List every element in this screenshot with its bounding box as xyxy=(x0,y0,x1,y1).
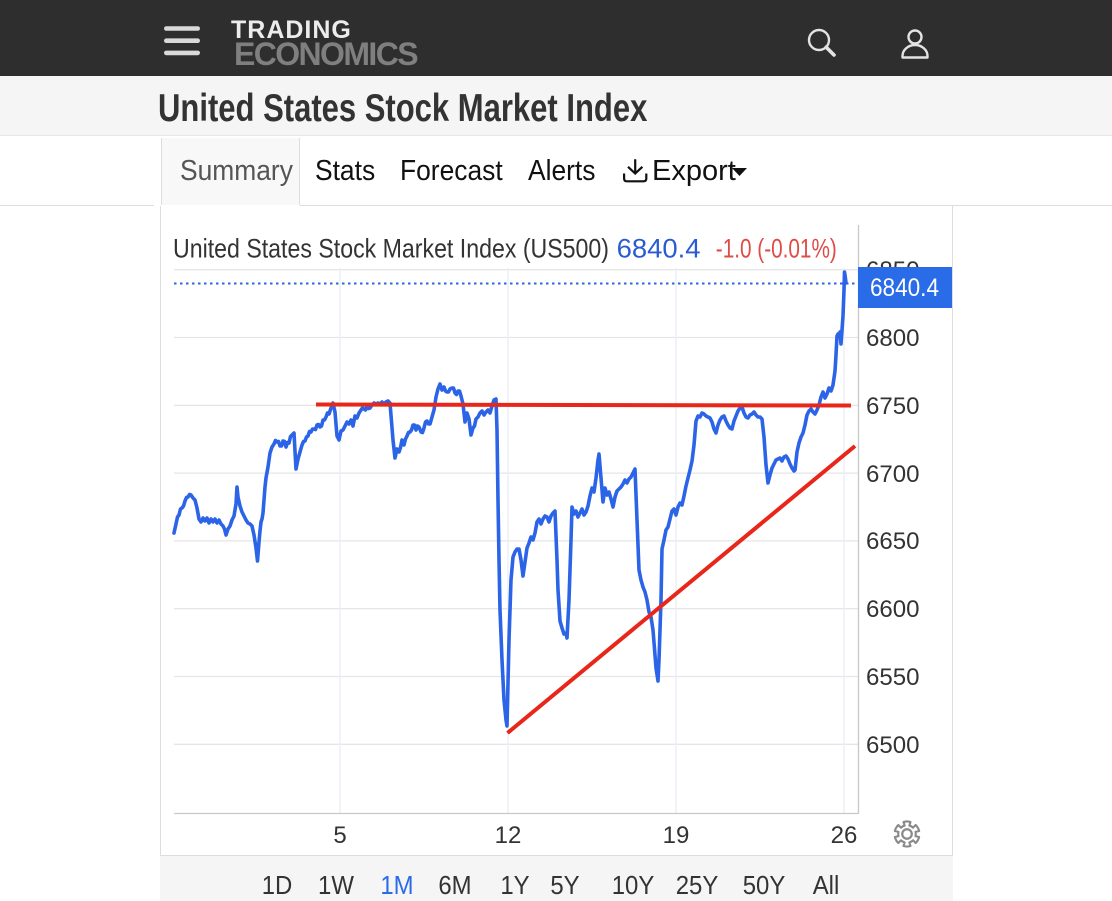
svg-text:United States Stock Market Ind: United States Stock Market Index (US500) xyxy=(173,233,609,263)
svg-text:6550: 6550 xyxy=(866,664,920,691)
svg-text:6840.4: 6840.4 xyxy=(870,274,939,302)
svg-text:5: 5 xyxy=(333,822,346,849)
svg-text:19: 19 xyxy=(663,822,690,849)
svg-text:6700: 6700 xyxy=(866,461,920,488)
svg-text:6800: 6800 xyxy=(866,325,920,352)
svg-text:6840.4: 6840.4 xyxy=(617,233,701,263)
svg-text:26: 26 xyxy=(831,822,858,849)
svg-text:6500: 6500 xyxy=(866,732,920,759)
svg-text:6650: 6650 xyxy=(866,528,920,555)
svg-text:12: 12 xyxy=(495,822,522,849)
svg-text:-1.0 (-0.01%): -1.0 (-0.01%) xyxy=(716,233,837,263)
svg-text:6600: 6600 xyxy=(866,596,920,623)
svg-text:6750: 6750 xyxy=(866,393,920,420)
